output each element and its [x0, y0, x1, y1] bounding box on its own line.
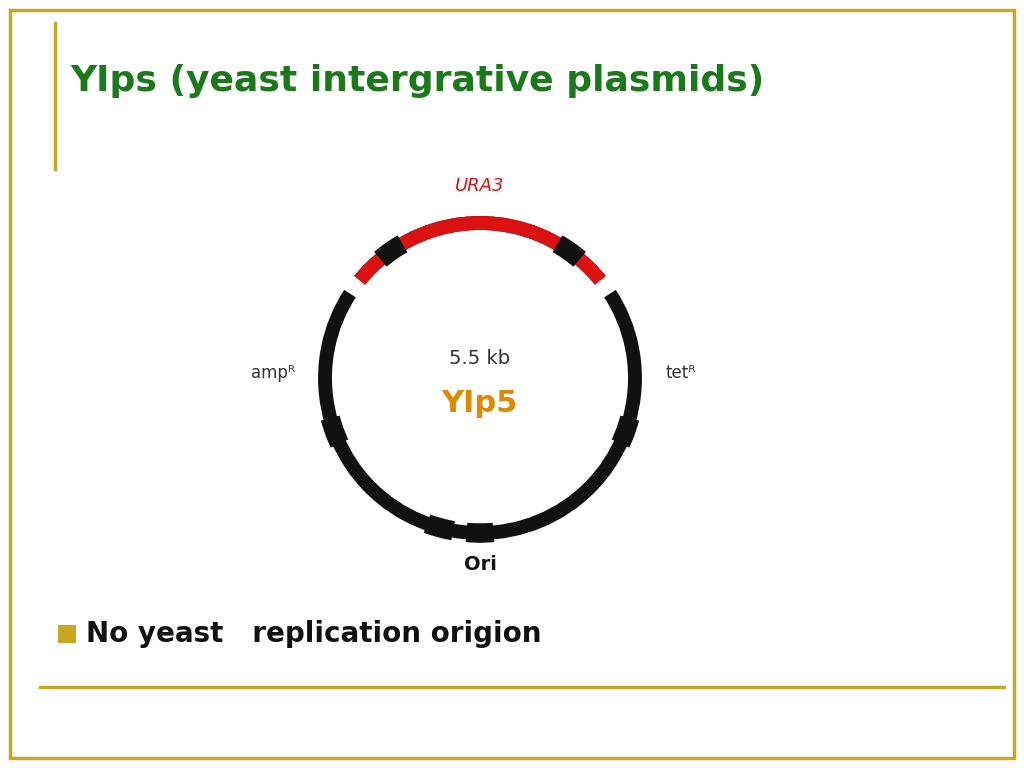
- Text: YIps (yeast intergrative plasmids): YIps (yeast intergrative plasmids): [70, 64, 764, 98]
- Text: tetᴿ: tetᴿ: [665, 364, 695, 382]
- Text: YIp5: YIp5: [441, 389, 518, 418]
- Text: 5.5 kb: 5.5 kb: [450, 349, 511, 368]
- Text: No yeast   replication origion: No yeast replication origion: [86, 620, 542, 647]
- Text: URA3: URA3: [456, 177, 505, 195]
- Bar: [58, 624, 76, 643]
- Text: ampᴿ: ampᴿ: [251, 364, 295, 382]
- Text: Ori: Ori: [464, 555, 497, 574]
